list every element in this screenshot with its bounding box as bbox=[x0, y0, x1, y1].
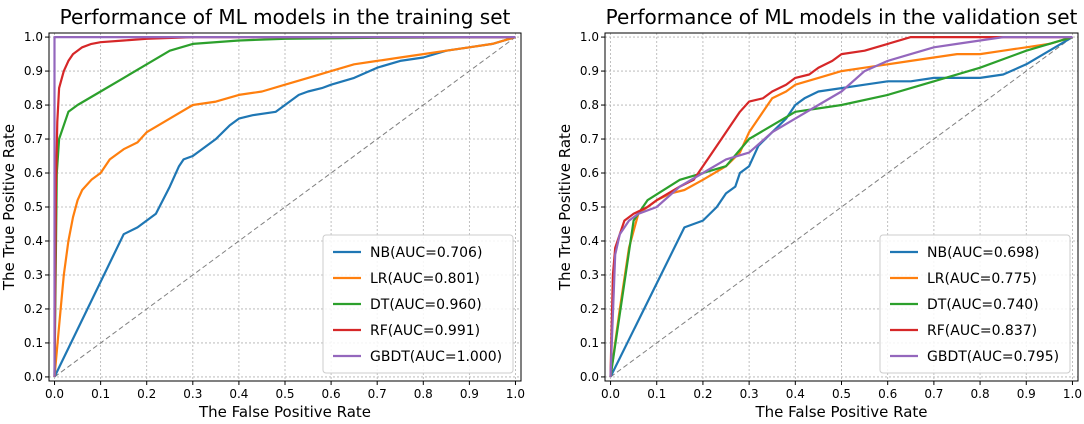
y-tick-label: 0.4 bbox=[580, 234, 599, 248]
x-tick-label: 0.6 bbox=[878, 387, 897, 401]
y-tick-label: 0.2 bbox=[580, 302, 599, 316]
y-tick-label: 0.2 bbox=[24, 302, 43, 316]
roc-curve-gbdt bbox=[53, 35, 516, 377]
chart-title: Performance of ML models in the validati… bbox=[606, 5, 1078, 29]
x-tick-label: 0.2 bbox=[137, 387, 156, 401]
y-tick-label: 0.9 bbox=[24, 64, 43, 78]
roc-curve-lr bbox=[53, 36, 516, 377]
legend: NB(AUC=0.706) LR(AUC=0.801) DT(AUC=0.960) R… bbox=[322, 234, 514, 374]
legend-frame bbox=[322, 234, 514, 374]
x-axis-label: The False Positive Rate bbox=[754, 403, 927, 421]
legend-label: RF(AUC=0.837) bbox=[927, 323, 1037, 339]
legend: NB(AUC=0.698) LR(AUC=0.775) DT(AUC=0.740) R… bbox=[879, 234, 1071, 374]
x-tick-label: 0.5 bbox=[832, 387, 851, 401]
x-tick-label: 0.4 bbox=[229, 387, 248, 401]
legend-label: DT(AUC=0.740) bbox=[927, 297, 1039, 313]
roc-curve-gbdt bbox=[609, 35, 1073, 377]
roc-curve-dt bbox=[609, 36, 1073, 378]
x-tick-label: 0.0 bbox=[45, 387, 64, 401]
y-tick-label: 0.0 bbox=[580, 370, 599, 384]
x-tick-label: 0.3 bbox=[183, 387, 202, 401]
x-tick-label: 0.0 bbox=[601, 387, 620, 401]
y-tick-label: 0.9 bbox=[580, 64, 599, 78]
y-tick-label: 0.3 bbox=[24, 268, 43, 282]
legend-label: NB(AUC=0.706) bbox=[370, 245, 482, 261]
legend-label: RF(AUC=0.991) bbox=[370, 323, 480, 339]
x-tick-label: 0.8 bbox=[971, 387, 990, 401]
y-axis-label: The True Positive Rate bbox=[556, 124, 574, 291]
roc-curve-rf bbox=[609, 35, 1073, 377]
x-tick-label: 0.7 bbox=[368, 387, 387, 401]
validation-roc-chart: 0.0 0.1 0.2 0.3 0.4 0.5 0.6 0.7 0.8 0.9 1.0 0.0 0.1 0… bbox=[556, 5, 1082, 421]
roc-curve-dt bbox=[53, 36, 516, 377]
x-tick-label: 1.0 bbox=[506, 387, 525, 401]
y-tick-label: 0.6 bbox=[580, 166, 599, 180]
x-axis-label: The False Positive Rate bbox=[198, 403, 371, 421]
x-tick-label: 0.1 bbox=[91, 387, 110, 401]
legend-label: DT(AUC=0.960) bbox=[370, 297, 482, 313]
y-tick-label: 0.1 bbox=[24, 336, 43, 350]
y-tick-label: 0.1 bbox=[580, 336, 599, 350]
y-tick-label: 0.3 bbox=[580, 268, 599, 282]
legend-frame bbox=[879, 234, 1071, 374]
y-tick-label: 0.0 bbox=[24, 370, 43, 384]
x-tick-label: 0.5 bbox=[275, 387, 294, 401]
y-tick-label: 0.5 bbox=[580, 200, 599, 214]
x-tick-label: 0.3 bbox=[740, 387, 759, 401]
x-tick-label: 0.8 bbox=[414, 387, 433, 401]
x-tick-label: 0.4 bbox=[786, 387, 805, 401]
y-tick-label: 0.8 bbox=[580, 98, 599, 112]
x-tick-label: 0.7 bbox=[924, 387, 943, 401]
legend-label: GBDT(AUC=1.000) bbox=[370, 349, 502, 365]
legend-label: LR(AUC=0.775) bbox=[927, 271, 1037, 287]
x-tick-label: 1.0 bbox=[1063, 387, 1082, 401]
x-tick-label: 0.1 bbox=[647, 387, 666, 401]
legend-label: GBDT(AUC=0.795) bbox=[927, 349, 1059, 365]
training-roc-chart: 0.0 0.1 0.2 0.3 0.4 0.5 0.6 0.7 0.8 0.9 1.0 0.0 0.1 0… bbox=[0, 5, 525, 421]
x-tick-label: 0.9 bbox=[460, 387, 479, 401]
y-tick-label: 0.6 bbox=[24, 166, 43, 180]
y-tick-label: 1.0 bbox=[580, 30, 599, 44]
roc-curve-nb bbox=[53, 36, 516, 378]
chart-title: Performance of ML models in the training… bbox=[60, 5, 511, 29]
x-tick-label: 0.6 bbox=[322, 387, 341, 401]
y-tick-label: 0.7 bbox=[24, 132, 43, 146]
x-tick-label: 0.9 bbox=[1017, 387, 1036, 401]
y-tick-label: 0.4 bbox=[24, 234, 43, 248]
x-tick-label: 0.2 bbox=[693, 387, 712, 401]
legend-label: LR(AUC=0.801) bbox=[370, 271, 480, 287]
y-tick-label: 0.5 bbox=[24, 200, 43, 214]
legend-label: NB(AUC=0.698) bbox=[927, 245, 1039, 261]
y-tick-label: 1.0 bbox=[24, 30, 43, 44]
y-tick-label: 0.7 bbox=[580, 132, 599, 146]
y-axis-label: The True Positive Rate bbox=[0, 124, 18, 291]
y-tick-label: 0.8 bbox=[24, 98, 43, 112]
roc-curve-nb bbox=[609, 36, 1074, 378]
